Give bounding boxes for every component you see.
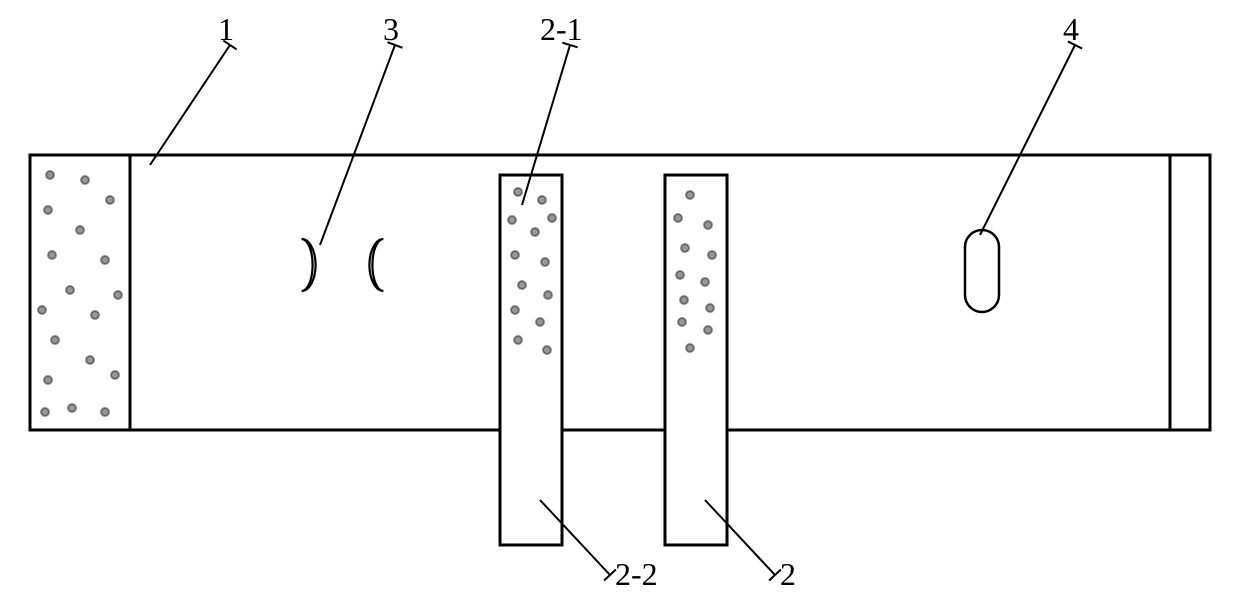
- leader-lines: [150, 41, 1082, 581]
- label-1: 1: [218, 11, 234, 47]
- label-2-2: 2-2: [615, 556, 658, 592]
- main-body: [30, 155, 1210, 430]
- hook-pair: [302, 239, 384, 291]
- callout-labels: 1 3 2-1 4 2-2 2: [218, 11, 1079, 592]
- label-2-1: 2-1: [540, 11, 583, 47]
- technical-diagram: 1 3 2-1 4 2-2 2: [0, 0, 1240, 611]
- label-4: 4: [1063, 11, 1079, 47]
- vertical-strips: [500, 175, 727, 545]
- textured-end-panel: [37, 170, 123, 417]
- label-3: 3: [383, 11, 399, 47]
- end-dividers: [130, 155, 1170, 430]
- slot-feature: [965, 230, 999, 312]
- label-2: 2: [780, 556, 796, 592]
